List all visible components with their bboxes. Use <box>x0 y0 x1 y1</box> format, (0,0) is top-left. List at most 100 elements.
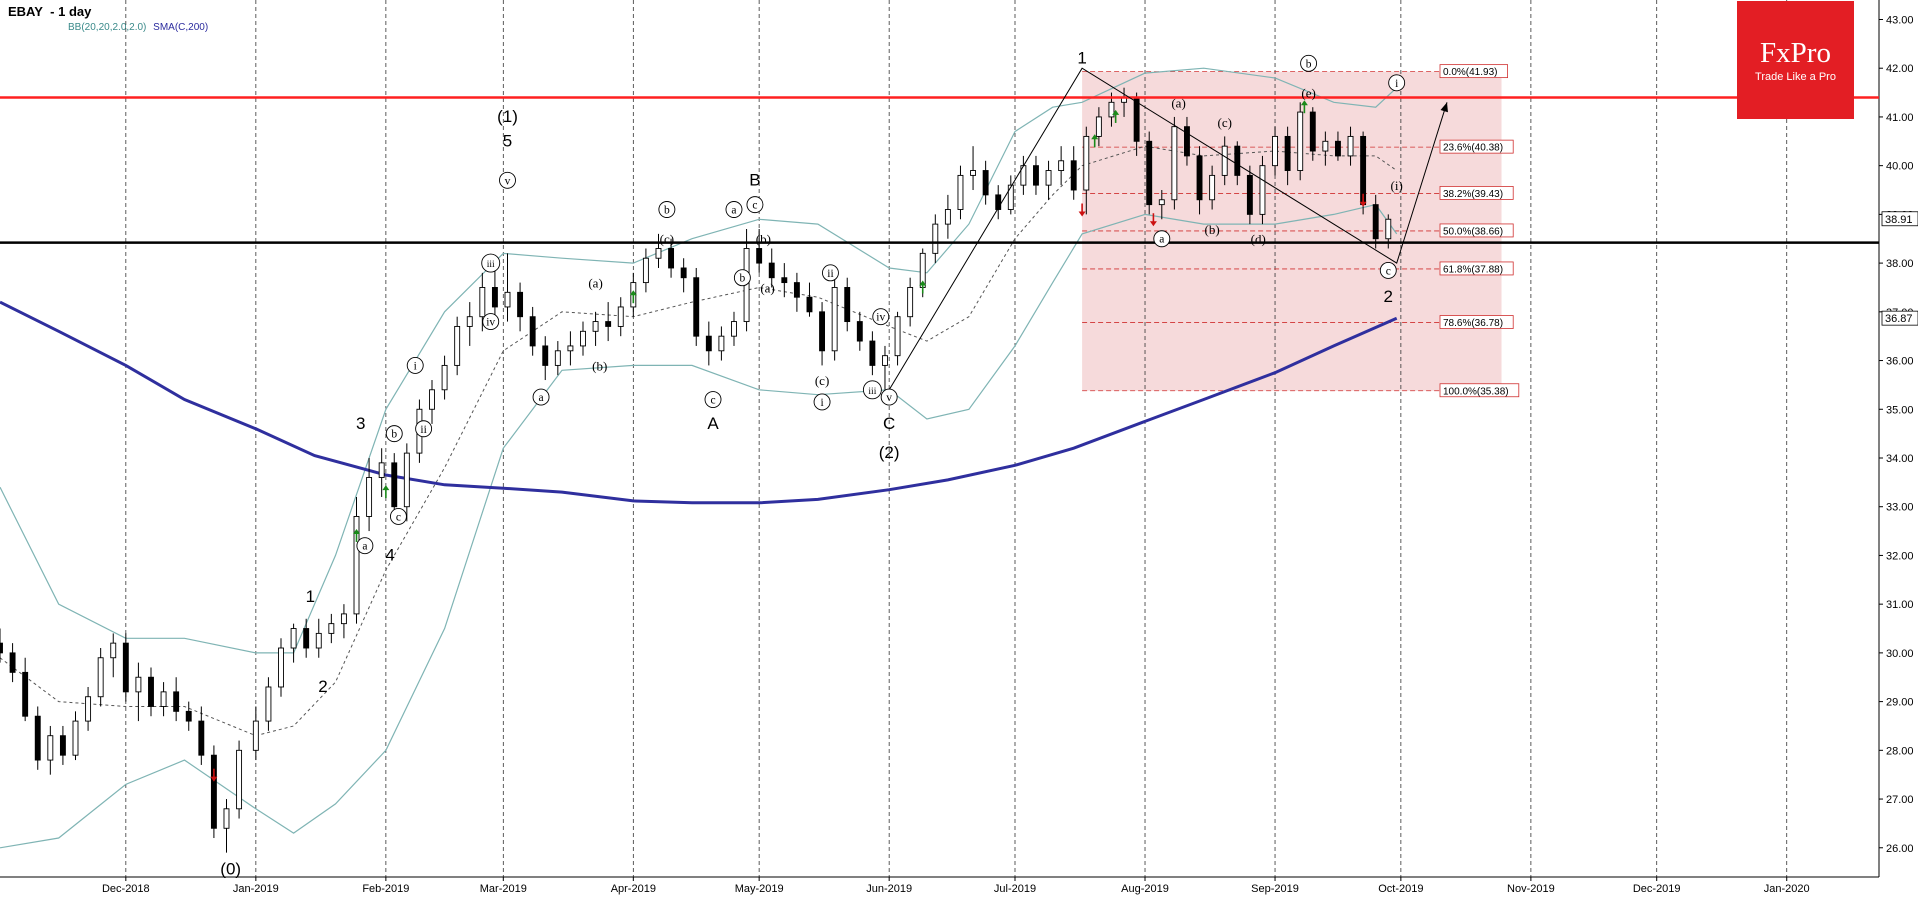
candle <box>1246 165 1253 225</box>
wave-label-circle <box>704 391 722 408</box>
wave-label-text: (c) <box>1217 115 1231 130</box>
wave-label-circle <box>481 253 501 273</box>
candle-body <box>1259 165 1266 215</box>
candle <box>72 711 79 761</box>
candle-body <box>617 306 624 327</box>
price-mark-label: 36.87 <box>1885 313 1913 325</box>
wave-label: i <box>406 356 424 374</box>
candle-body <box>366 477 373 517</box>
candle <box>1020 155 1027 195</box>
candle <box>252 706 259 761</box>
fib-level-label: 100.0%(35.38) <box>1443 386 1509 397</box>
y-tick-label: 35.00 <box>1886 404 1914 416</box>
candle <box>1196 146 1203 215</box>
sell-arrow-icon <box>210 768 218 782</box>
candle-body <box>466 316 473 327</box>
candle-body <box>290 628 297 649</box>
axes-layer: Dec-2018 Jan-2019 Feb-2019 Mar-2019 Apr-2019… <box>102 14 1918 895</box>
candle-body <box>831 287 838 352</box>
candle-body <box>391 462 398 508</box>
wave-label: (a) <box>588 276 602 291</box>
candle <box>1234 141 1241 186</box>
candle-body <box>1045 170 1052 186</box>
candle <box>932 214 939 264</box>
candle <box>693 267 700 346</box>
candle <box>265 677 272 731</box>
y-tick-label: 28.00 <box>1886 745 1914 757</box>
wave-label-text: b <box>1306 58 1312 70</box>
wave-label: (e) <box>1301 86 1315 101</box>
candle-body <box>72 720 79 756</box>
candle <box>1007 175 1014 215</box>
wave-label: ii <box>822 264 839 282</box>
candle-body <box>970 170 977 176</box>
candle-body <box>236 749 243 810</box>
candle <box>1221 136 1228 186</box>
y-tick-label: 26.00 <box>1886 843 1914 855</box>
candle <box>844 277 851 332</box>
candle <box>59 725 66 765</box>
arrow-head <box>1091 134 1099 140</box>
wave-label-text: 2 <box>1384 287 1393 306</box>
arrow-head <box>1300 100 1308 106</box>
wave-label: c <box>1379 261 1397 279</box>
wave-label-text: iv <box>876 312 885 324</box>
candle <box>504 253 511 322</box>
candle <box>1322 131 1329 166</box>
wave-label-text: (b) <box>592 358 607 373</box>
candle-body <box>819 311 826 352</box>
candle <box>768 248 775 288</box>
fxpro-logo[interactable]: FxPro Trade Like a Pro <box>1737 1 1854 119</box>
candle-body <box>328 623 335 634</box>
candle <box>756 228 763 273</box>
wave-label-text: (b) <box>756 232 771 247</box>
fib-level-label: 0.0%(41.93) <box>1443 67 1497 78</box>
fib-lines-layer: 0.0%(41.93) 23.6%(40.38) 38.2%(39.43) 50.0%… <box>1082 64 1520 397</box>
arrow-head <box>1149 221 1157 227</box>
candle-body <box>542 345 549 366</box>
wave-label-circle <box>880 388 898 406</box>
wave-label-circle <box>658 201 676 218</box>
candle-body <box>592 321 599 332</box>
candle <box>328 613 335 644</box>
candle <box>1347 126 1354 166</box>
sell-arrow-icon <box>1359 193 1367 207</box>
candle <box>210 745 217 839</box>
candle-body <box>315 632 322 649</box>
candle-body <box>122 642 129 693</box>
x-tick-label: Jun-2019 <box>866 883 912 895</box>
candle-body <box>148 676 154 707</box>
candle <box>1045 160 1052 200</box>
candle <box>517 282 524 332</box>
wave-label-text: a <box>362 541 367 553</box>
wave-label: 3 <box>356 414 365 433</box>
wave-label-text: iv <box>486 317 495 329</box>
candle-body <box>894 316 901 357</box>
candle-body <box>705 335 712 352</box>
candle-body <box>1322 140 1329 152</box>
wave-label-text: (c) <box>815 373 829 388</box>
wave-label-circle <box>862 380 882 400</box>
wave-label: a <box>1153 230 1171 248</box>
candle-body <box>869 340 876 366</box>
fib-level-box <box>1439 315 1514 329</box>
x-tick-label: Dec-2019 <box>1633 883 1681 895</box>
fib-level-box <box>1439 186 1514 200</box>
wave-label: i <box>1388 74 1406 92</box>
y-tick-label: 42.00 <box>1886 63 1914 75</box>
candle-body <box>9 652 16 673</box>
price-mark-box <box>1881 211 1918 227</box>
candle-body <box>198 720 205 756</box>
wave-label-text: a <box>1159 234 1164 246</box>
wave-label: v <box>880 388 898 406</box>
arrow-head <box>353 528 361 534</box>
candle-body <box>1234 145 1241 176</box>
candle <box>0 628 3 663</box>
candle <box>1070 146 1077 200</box>
x-tick-label: Dec-2018 <box>102 883 150 895</box>
candle <box>353 496 360 624</box>
candle <box>198 706 205 765</box>
candle-body <box>806 296 813 313</box>
candle-body <box>1058 160 1065 171</box>
